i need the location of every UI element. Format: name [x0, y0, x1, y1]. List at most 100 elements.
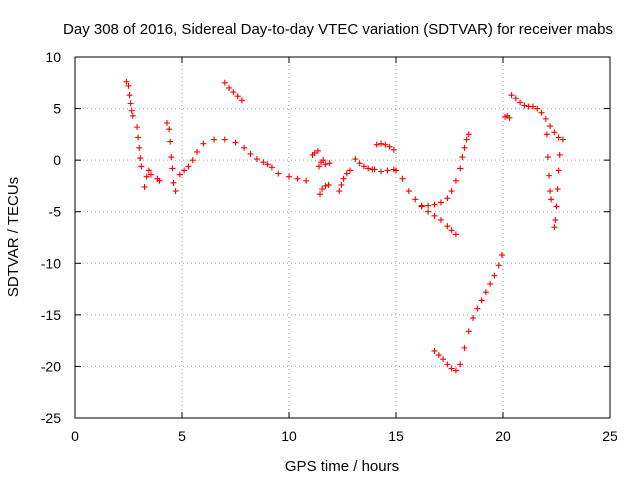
data-point: [317, 191, 324, 198]
data-point: [325, 181, 332, 188]
y-tick-label: 5: [53, 101, 61, 117]
data-point: [482, 289, 489, 296]
chart-title: Day 308 of 2016, Sidereal Day-to-day VTE…: [63, 21, 613, 38]
data-point: [538, 109, 545, 116]
data-point: [134, 124, 141, 131]
y-tick-label: -10: [41, 255, 61, 271]
data-point: [338, 181, 345, 188]
data-point: [386, 143, 393, 150]
data-point: [399, 175, 406, 182]
data-point: [336, 188, 343, 195]
x-tick-label: 20: [495, 428, 511, 444]
data-point: [547, 188, 554, 195]
data-point: [431, 201, 438, 208]
data-point: [435, 352, 442, 359]
grid-lines: [75, 57, 610, 418]
series-s13: [373, 140, 397, 153]
data-point: [517, 99, 524, 106]
x-tick-label: 10: [281, 428, 297, 444]
y-tick-label: -15: [41, 307, 61, 323]
series-s6: [176, 136, 310, 184]
data-point: [425, 202, 432, 209]
data-point: [193, 148, 200, 155]
data-point: [457, 361, 464, 368]
data-point: [322, 161, 329, 168]
series-s1: [123, 78, 136, 119]
data-point: [425, 208, 432, 215]
data-point: [128, 107, 135, 114]
data-point: [478, 297, 485, 304]
series-s2: [134, 124, 145, 170]
data-point: [141, 183, 148, 190]
data-point: [211, 136, 218, 143]
data-point: [474, 305, 481, 312]
data-point: [371, 166, 378, 173]
y-tick-label: 0: [53, 152, 61, 168]
data-point: [319, 186, 326, 193]
y-tick-label: -20: [41, 358, 61, 374]
data-point: [167, 138, 174, 145]
data-point: [123, 78, 130, 85]
data-point: [129, 112, 136, 119]
data-point: [461, 344, 468, 351]
data-point: [461, 144, 468, 151]
data-point: [529, 103, 536, 110]
data-point: [200, 140, 207, 147]
data-point: [226, 84, 233, 91]
series-s4: [154, 175, 163, 184]
data-point: [551, 224, 558, 231]
data-point: [512, 95, 519, 102]
data-point: [315, 163, 322, 170]
data-point: [320, 157, 327, 164]
data-point: [147, 171, 154, 178]
data-point: [548, 196, 555, 203]
series-s12: [352, 156, 376, 173]
series-s9: [315, 157, 333, 170]
data-point: [437, 199, 444, 206]
data-point: [378, 168, 385, 175]
data-point: [506, 114, 513, 121]
data-point: [170, 179, 177, 186]
data-point: [189, 157, 196, 164]
data-point: [221, 136, 228, 143]
data-point: [143, 173, 150, 180]
series-s11: [336, 167, 353, 195]
series-s3: [141, 167, 154, 190]
plot-frame: [74, 56, 611, 419]
data-point: [556, 151, 563, 158]
data-point: [346, 167, 353, 174]
data-point: [440, 356, 447, 363]
series-s17: [431, 252, 505, 374]
data-point: [360, 163, 367, 170]
y-tick-label: -25: [41, 410, 61, 426]
data-point: [135, 134, 142, 141]
data-point: [463, 136, 470, 143]
y-tick-label: -5: [49, 204, 62, 220]
series-s21: [551, 151, 563, 231]
data-point: [544, 154, 551, 161]
data-point: [230, 89, 237, 96]
data-point: [534, 105, 541, 112]
data-point: [555, 134, 562, 141]
data-point: [384, 167, 391, 174]
data-point: [465, 328, 472, 335]
data-point: [365, 165, 372, 172]
data-point: [238, 97, 245, 104]
data-point: [547, 123, 554, 130]
series-s5: [164, 120, 179, 195]
data-point: [437, 216, 444, 223]
data-point: [551, 129, 558, 136]
data-point: [275, 170, 282, 177]
data-point: [340, 175, 347, 182]
data-point: [356, 160, 363, 167]
data-point: [559, 136, 566, 143]
data-point: [373, 141, 380, 148]
series-s7: [221, 79, 245, 104]
data-point: [470, 314, 477, 321]
data-point: [487, 280, 494, 287]
data-point: [166, 126, 173, 133]
data-point: [431, 212, 438, 219]
data-point: [431, 347, 438, 354]
data-point: [495, 262, 502, 269]
